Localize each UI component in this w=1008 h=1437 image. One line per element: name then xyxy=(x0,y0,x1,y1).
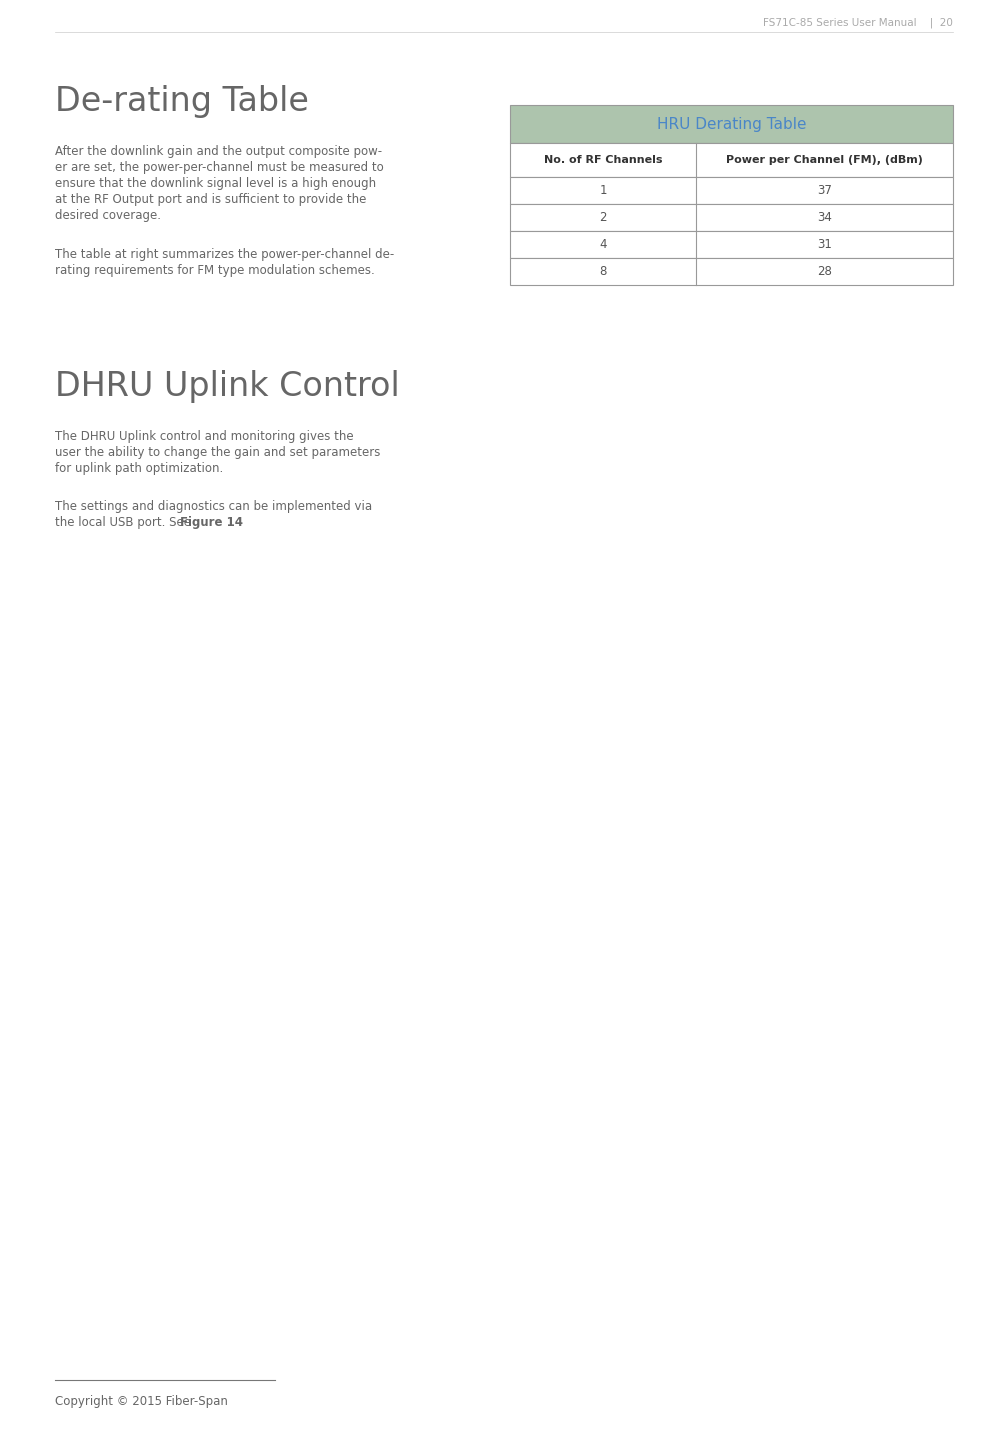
Text: De-rating Table: De-rating Table xyxy=(55,85,308,118)
Text: DHRU Uplink Control: DHRU Uplink Control xyxy=(55,369,400,402)
Text: 2: 2 xyxy=(600,211,607,224)
Bar xyxy=(510,144,953,177)
Text: .: . xyxy=(229,516,233,529)
Text: 1: 1 xyxy=(600,184,607,197)
Text: No. of RF Channels: No. of RF Channels xyxy=(543,155,662,165)
Text: The table at right summarizes the power-per-channel de-: The table at right summarizes the power-… xyxy=(55,249,394,262)
Text: 34: 34 xyxy=(817,211,832,224)
Text: After the downlink gain and the output composite pow-: After the downlink gain and the output c… xyxy=(55,145,382,158)
Text: rating requirements for FM type modulation schemes.: rating requirements for FM type modulati… xyxy=(55,264,375,277)
Text: HRU Derating Table: HRU Derating Table xyxy=(657,116,806,132)
Text: for uplink path optimization.: for uplink path optimization. xyxy=(55,463,223,476)
Text: the local USB port. See: the local USB port. See xyxy=(55,516,195,529)
Text: desired coverage.: desired coverage. xyxy=(55,208,161,221)
Text: 4: 4 xyxy=(600,239,607,251)
Text: Figure 14: Figure 14 xyxy=(179,516,243,529)
Text: er are set, the power-per-channel must be measured to: er are set, the power-per-channel must b… xyxy=(55,161,384,174)
Text: 8: 8 xyxy=(600,264,607,277)
Text: The DHRU Uplink control and monitoring gives the: The DHRU Uplink control and monitoring g… xyxy=(55,430,354,443)
Text: ensure that the downlink signal level is a high enough: ensure that the downlink signal level is… xyxy=(55,177,376,190)
Bar xyxy=(510,231,953,259)
Bar xyxy=(510,105,953,144)
Text: 31: 31 xyxy=(817,239,832,251)
Bar xyxy=(510,204,953,231)
Text: 37: 37 xyxy=(817,184,832,197)
Text: 28: 28 xyxy=(817,264,832,277)
Bar xyxy=(510,177,953,204)
Text: Copyright © 2015 Fiber-Span: Copyright © 2015 Fiber-Span xyxy=(55,1395,228,1408)
Text: user the ability to change the gain and set parameters: user the ability to change the gain and … xyxy=(55,445,380,458)
Text: at the RF Output port and is sufﬁcient to provide the: at the RF Output port and is sufﬁcient t… xyxy=(55,193,366,205)
Text: The settings and diagnostics can be implemented via: The settings and diagnostics can be impl… xyxy=(55,500,372,513)
Text: Power per Channel (FM), (dBm): Power per Channel (FM), (dBm) xyxy=(726,155,923,165)
Text: FS71C-85 Series User Manual    |  20: FS71C-85 Series User Manual | 20 xyxy=(763,19,953,29)
Bar xyxy=(510,259,953,285)
